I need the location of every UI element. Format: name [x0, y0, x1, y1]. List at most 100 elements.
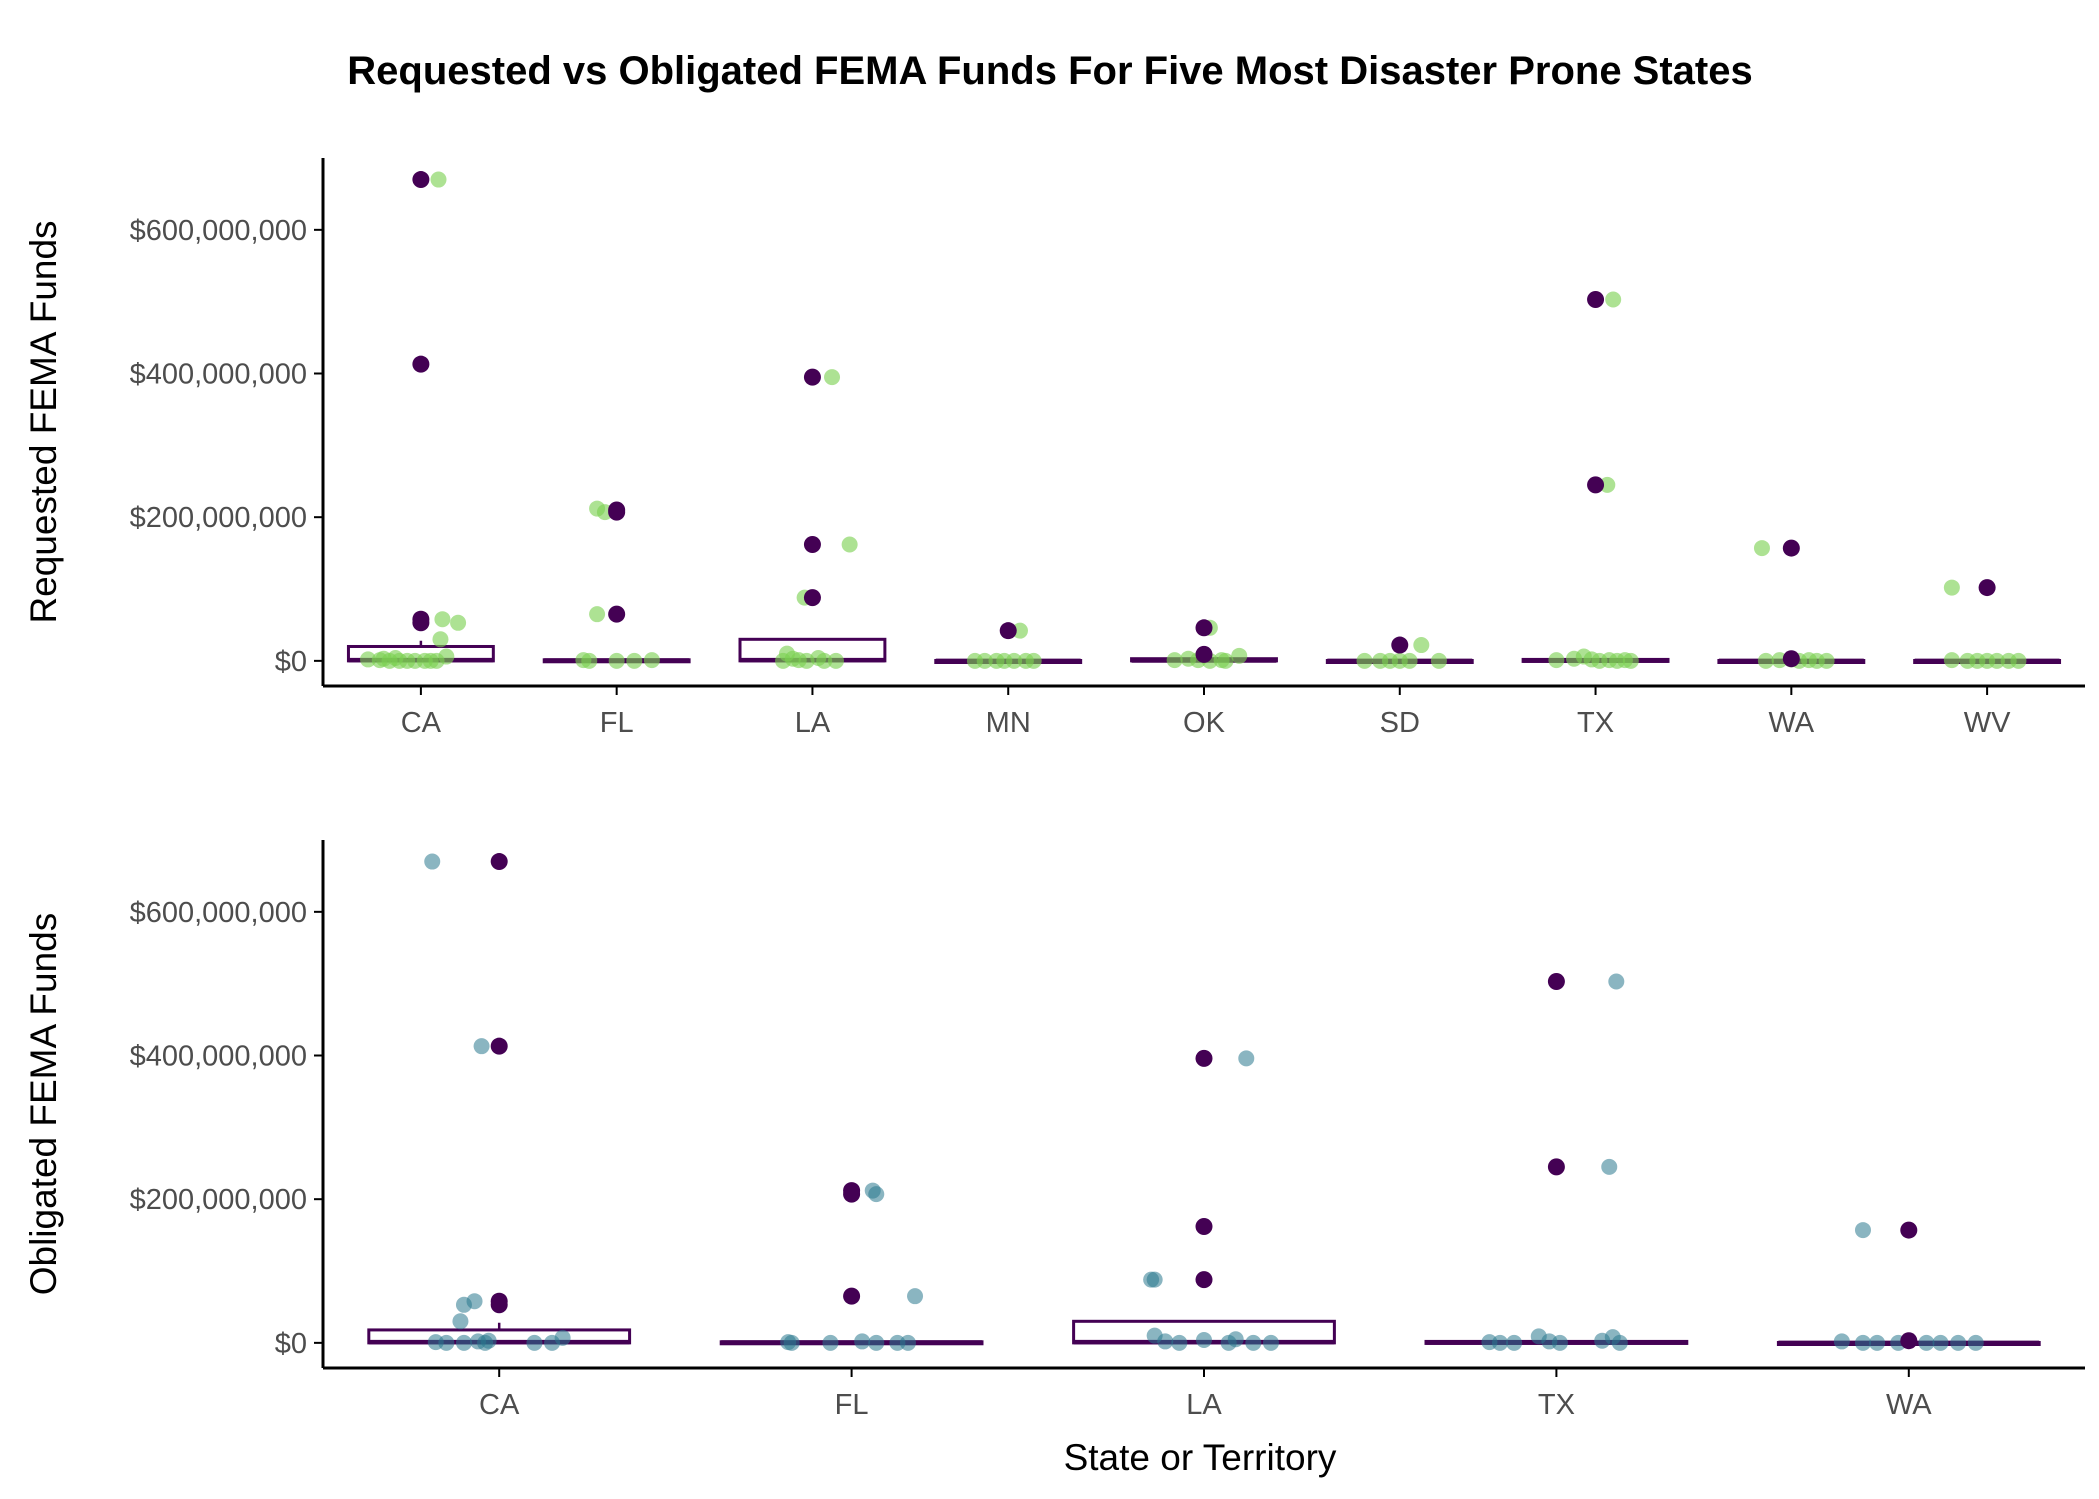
jitter-point — [430, 171, 447, 188]
jitter-point — [1217, 652, 1234, 669]
outlier-point — [1547, 1158, 1565, 1176]
outlier-point — [1782, 650, 1800, 668]
jitter-point — [473, 1038, 490, 1055]
outlier-point — [412, 355, 430, 373]
outlier-point — [412, 171, 430, 189]
outlier-point — [843, 1185, 861, 1203]
jitter-point — [1601, 1158, 1618, 1175]
jitter-point — [1608, 973, 1625, 990]
outlier-point — [1195, 645, 1213, 663]
outlier-point — [843, 1287, 861, 1305]
jitter-point — [589, 606, 606, 623]
jitter-point — [1413, 637, 1430, 654]
jitter-point — [1605, 291, 1622, 308]
outlier-point — [1900, 1221, 1918, 1239]
jitter-point — [375, 650, 392, 667]
y-tick-label: $600,000,000 — [130, 215, 307, 247]
jitter-point — [387, 649, 404, 666]
jitter-point — [1227, 1331, 1244, 1348]
jitter-point — [1430, 652, 1447, 669]
y-tick-label: $0 — [275, 1328, 307, 1360]
x-tick-label: SD — [1380, 707, 1420, 739]
jitter-point — [643, 652, 660, 669]
jitter-point — [608, 652, 625, 669]
jitter-point — [854, 1333, 871, 1350]
chart-title: Requested vs Obligated FEMA Funds For Fi… — [347, 49, 1752, 93]
outlier-point — [803, 535, 821, 553]
jitter-point — [868, 1186, 885, 1203]
x-tick-label: TX — [1577, 707, 1614, 739]
jitter-point — [1943, 579, 1960, 596]
outlier-point — [803, 589, 821, 607]
jitter-point — [470, 1333, 487, 1350]
jitter-point — [1245, 1334, 1262, 1351]
jitter-point — [432, 631, 449, 648]
outlier-point — [1978, 579, 1996, 597]
x-tick-label: LA — [795, 707, 831, 739]
outlier-point — [1195, 1217, 1213, 1235]
jitter-point — [824, 369, 841, 386]
requested-panel: $0 $200,000,000 $400,000,000 $600,000,000 CA… — [23, 158, 2085, 739]
jitter-point — [1869, 1334, 1886, 1351]
outlier-point — [490, 853, 508, 871]
jitter-point — [899, 1334, 916, 1351]
outlier-point — [1587, 291, 1605, 309]
jitter-point — [438, 1334, 455, 1351]
obligated-panel: $0 $200,000,000 $400,000,000 $600,000,000 CA… — [23, 840, 2085, 1421]
jitter-point — [1988, 652, 2005, 669]
x-tick-label: FL — [835, 1389, 869, 1421]
jitter-point — [1854, 1222, 1871, 1239]
y-tick-label: $600,000,000 — [130, 897, 307, 929]
jitter-point — [822, 1334, 839, 1351]
jitter-point — [1551, 1334, 1568, 1351]
jitter-point — [868, 1334, 885, 1351]
outlier-point — [803, 368, 821, 386]
jitter-point — [452, 1313, 469, 1330]
y-tick-label: $200,000,000 — [130, 502, 307, 534]
jitter-point — [1950, 1334, 1967, 1351]
jitter-point — [1932, 1334, 1949, 1351]
outlier-point — [608, 503, 626, 521]
jitter-point — [907, 1288, 924, 1305]
jitter-point — [816, 652, 833, 669]
x-tick-label: CA — [401, 707, 442, 739]
jitter-point — [434, 611, 451, 628]
x-tick-label: FL — [600, 707, 634, 739]
jitter-point — [554, 1329, 571, 1346]
jitter-point — [783, 1334, 800, 1351]
x-tick-label: WV — [1964, 707, 2011, 739]
jitter-point — [1833, 1333, 1850, 1350]
x-tick-label: WA — [1886, 1389, 1932, 1421]
jitter-point — [1757, 652, 1774, 669]
jitter-point — [1171, 1334, 1188, 1351]
jitter-point — [428, 652, 445, 669]
jitter-point — [455, 1296, 472, 1313]
jitter-point — [1262, 1334, 1279, 1351]
jitter-point — [775, 652, 792, 669]
jitter-point — [1401, 652, 1418, 669]
jitter-point — [626, 652, 643, 669]
jitter-point — [581, 652, 598, 669]
jitter-point — [424, 853, 441, 870]
outlier-point — [412, 614, 430, 632]
jitter-point — [1506, 1334, 1523, 1351]
jitter-point — [1611, 1334, 1628, 1351]
jitter-point — [1918, 1334, 1935, 1351]
outlier-point — [1195, 619, 1213, 637]
jitter-point — [976, 652, 993, 669]
x-tick-label: OK — [1183, 707, 1226, 739]
jitter-point — [1492, 1334, 1509, 1351]
jitter-point — [1006, 652, 1023, 669]
y-axis-title: Requested FEMA Funds — [23, 220, 64, 623]
x-tick-label: CA — [479, 1389, 520, 1421]
jitter-point — [1967, 1334, 1984, 1351]
x-axis-title: State or Territory — [1064, 1437, 1337, 1478]
jitter-point — [1238, 1050, 1255, 1067]
outlier-point — [608, 605, 626, 623]
jitter-point — [1166, 652, 1183, 669]
jitter-point — [1854, 1334, 1871, 1351]
jitter-point — [2010, 652, 2027, 669]
jitter-point — [1818, 652, 1835, 669]
outlier-point — [1587, 476, 1605, 494]
